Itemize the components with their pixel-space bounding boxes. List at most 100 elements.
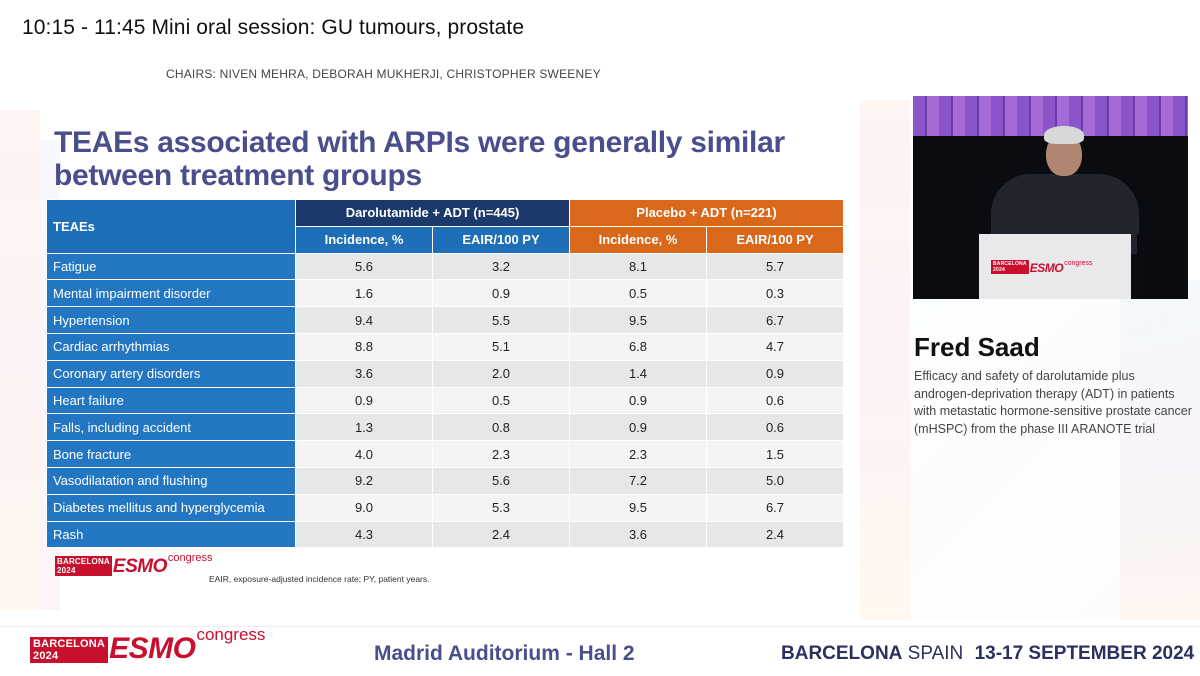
- placebo-eair: 0.6: [706, 386, 844, 415]
- header-placebo-eair: EAIR/100 PY: [706, 225, 844, 254]
- footer-esmo-logo: BARCELONA 2024 ESMO congress: [30, 625, 265, 665]
- row-label: Mental impairment disorder: [46, 279, 296, 308]
- placebo-incidence: 0.9: [569, 386, 707, 415]
- slide-footnote: EAIR, exposure-adjusted incidence rate; …: [209, 574, 430, 584]
- placebo-eair: 5.0: [706, 466, 844, 495]
- slide-esmo-logo: BARCELONA 2024 ESMO congress: [55, 552, 213, 577]
- daro-incidence: 3.6: [295, 359, 433, 388]
- placebo-incidence: 1.4: [569, 359, 707, 388]
- header-placebo-group: Placebo + ADT (n=221): [569, 199, 844, 227]
- table-row: Rash 4.3 2.4 3.6 2.4: [46, 520, 844, 549]
- event-location: BARCELONA SPAIN 13-17 SEPTEMBER 2024: [781, 643, 1194, 665]
- daro-eair: 5.3: [432, 493, 570, 522]
- session-chairs: CHAIRS: NIVEN MEHRA, DEBORAH MUKHERJI, C…: [166, 67, 601, 81]
- row-label: Fatigue: [46, 252, 296, 281]
- placebo-incidence: 9.5: [569, 306, 707, 334]
- daro-eair: 2.4: [432, 520, 570, 549]
- placebo-eair: 4.7: [706, 332, 844, 361]
- slide-title-line-1: TEAEs associated with ARPIs were general…: [54, 126, 785, 159]
- podium-logo-suffix: congress: [1064, 260, 1093, 267]
- table-row: Hypertension 9.4 5.5 9.5 6.7: [46, 306, 844, 334]
- row-label: Heart failure: [46, 386, 296, 415]
- placebo-eair: 5.7: [706, 252, 844, 281]
- daro-incidence: 9.4: [295, 306, 433, 334]
- placebo-eair: 0.3: [706, 279, 844, 308]
- row-label: Diabetes mellitus and hyperglycemia: [46, 493, 296, 522]
- stage-shadow: [1137, 234, 1188, 299]
- row-label: Cardiac arrhythmias: [46, 332, 296, 361]
- speaker-hair: [1044, 126, 1084, 144]
- placebo-incidence: 2.3: [569, 440, 707, 468]
- header-placebo-incidence: Incidence, %: [569, 225, 707, 254]
- placebo-incidence: 9.5: [569, 493, 707, 522]
- placebo-eair: 6.7: [706, 306, 844, 334]
- table-row: Vasodilatation and flushing 9.2 5.6 7.2 …: [46, 466, 844, 495]
- venue-name: Madrid Auditorium - Hall 2: [374, 642, 635, 665]
- slide-title-line-2: between treatment groups: [54, 159, 422, 192]
- daro-eair: 2.3: [432, 440, 570, 468]
- table-row: Diabetes mellitus and hyperglycemia 9.0 …: [46, 493, 844, 522]
- placebo-incidence: 8.1: [569, 252, 707, 281]
- header-teaes: TEAEs: [46, 199, 296, 254]
- placebo-incidence: 3.6: [569, 520, 707, 549]
- table-row: Heart failure 0.9 0.5 0.9 0.6: [46, 386, 844, 415]
- podium-esmo-logo: BARCELONA 2024 ESMO congress: [991, 250, 1093, 275]
- logo-suffix: congress: [167, 552, 213, 564]
- daro-incidence: 1.6: [295, 279, 433, 308]
- footer-logo-box: BARCELONA 2024: [30, 637, 109, 663]
- table-row: Fatigue 5.6 3.2 8.1 5.7: [46, 252, 844, 281]
- daro-incidence: 4.0: [295, 440, 433, 468]
- podium-logo-brand: ESMO: [1029, 261, 1064, 275]
- row-label: Coronary artery disorders: [46, 359, 296, 388]
- daro-eair: 5.1: [432, 332, 570, 361]
- daro-incidence: 5.6: [295, 252, 433, 281]
- row-label: Rash: [46, 520, 296, 549]
- daro-eair: 5.6: [432, 466, 570, 495]
- row-label: Hypertension: [46, 306, 296, 334]
- daro-incidence: 9.0: [295, 493, 433, 522]
- event-city: BARCELONA: [781, 643, 903, 664]
- podium-logo-city: BARCELONA: [993, 261, 1027, 267]
- speaker-name: Fred Saad: [914, 332, 1040, 362]
- logo-year: 2024: [57, 566, 76, 575]
- placebo-incidence: 0.5: [569, 279, 707, 308]
- footer-logo-suffix: congress: [196, 625, 266, 644]
- daro-incidence: 8.8: [295, 332, 433, 361]
- event-country: SPAIN: [907, 643, 964, 664]
- footer-logo-brand: ESMO: [109, 632, 196, 665]
- podium-logo-box: BARCELONA 2024: [991, 260, 1029, 274]
- row-label: Bone fracture: [46, 440, 296, 468]
- placebo-eair: 0.9: [706, 359, 844, 388]
- daro-incidence: 9.2: [295, 466, 433, 495]
- teae-table: TEAEs Darolutamide + ADT (n=445) Placebo…: [46, 199, 844, 549]
- footer-bar: BARCELONA 2024 ESMO congress Madrid Audi…: [0, 625, 1200, 676]
- session-title: 10:15 - 11:45 Mini oral session: GU tumo…: [22, 16, 525, 39]
- table-row: Mental impairment disorder 1.6 0.9 0.5 0…: [46, 279, 844, 308]
- placebo-eair: 2.4: [706, 520, 844, 549]
- placebo-eair: 0.6: [706, 413, 844, 442]
- header-daro-incidence: Incidence, %: [295, 225, 433, 254]
- table-row: Falls, including accident 1.3 0.8 0.9 0.…: [46, 413, 844, 442]
- placebo-incidence: 0.9: [569, 413, 707, 442]
- logo-city-box: BARCELONA 2024: [55, 556, 112, 576]
- daro-eair: 5.5: [432, 306, 570, 334]
- speaker-video: BARCELONA 2024 ESMO congress: [913, 96, 1188, 299]
- placebo-incidence: 6.8: [569, 332, 707, 361]
- logo-brand: ESMO: [112, 556, 167, 577]
- footer-logo-city: BARCELONA: [33, 638, 106, 650]
- table-row: Bone fracture 4.0 2.3 2.3 1.5: [46, 440, 844, 468]
- event-dates: 13-17 SEPTEMBER 2024: [974, 643, 1195, 664]
- daro-incidence: 0.9: [295, 386, 433, 415]
- daro-eair: 2.0: [432, 359, 570, 388]
- podium-logo-year: 2024: [993, 267, 1005, 273]
- daro-eair: 0.8: [432, 413, 570, 442]
- daro-incidence: 4.3: [295, 520, 433, 549]
- slide-title: TEAEs associated with ARPIs were general…: [54, 126, 814, 192]
- daro-eair: 0.5: [432, 386, 570, 415]
- daro-eair: 0.9: [432, 279, 570, 308]
- placebo-eair: 6.7: [706, 493, 844, 522]
- table-row: Cardiac arrhythmias 8.8 5.1 6.8 4.7: [46, 332, 844, 361]
- row-label: Vasodilatation and flushing: [46, 466, 296, 495]
- table-row: Coronary artery disorders 3.6 2.0 1.4 0.…: [46, 359, 844, 388]
